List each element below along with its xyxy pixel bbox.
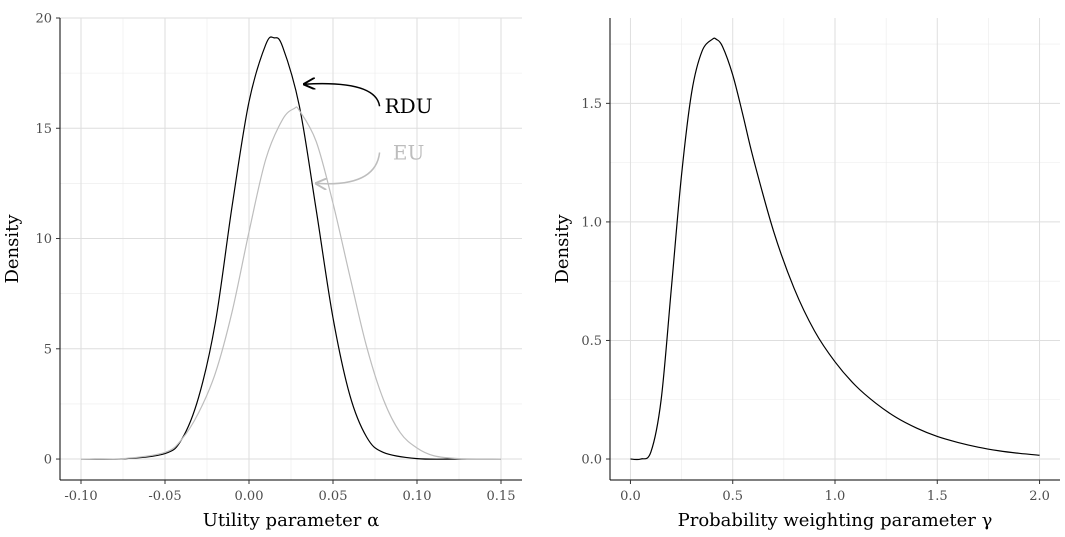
x-tick-label: 0.5: [722, 489, 743, 504]
x-tick-label: 0.0: [620, 489, 641, 504]
annotation-arrow-eu: [316, 152, 381, 184]
x-tick-label: 1.0: [825, 489, 846, 504]
y-axis-title: Density: [552, 214, 573, 284]
y-tick-label: 0.5: [581, 334, 602, 349]
y-tick-label: 5: [44, 342, 52, 357]
x-tick-label: -0.05: [148, 489, 181, 504]
annotation-rdu: RDU: [385, 94, 433, 118]
x-tick-label: 0.05: [319, 489, 348, 504]
annotation-eu: EU: [393, 141, 424, 165]
x-tick-label: 0.00: [235, 489, 264, 504]
x-axis-title: Probability weighting parameter γ: [678, 510, 993, 531]
x-tick-label: 2.0: [1029, 489, 1050, 504]
x-tick-label: 1.5: [927, 489, 948, 504]
x-tick-label: -0.10: [64, 489, 97, 504]
x-tick-label: 0.10: [403, 489, 432, 504]
grid: [610, 18, 1060, 480]
y-axis-title: Density: [2, 214, 23, 284]
y-tick-label: 15: [35, 122, 52, 137]
y-tick-label: 1.0: [581, 215, 602, 230]
series-line-density: [630, 37, 1040, 461]
density-panel-utility: -0.10 -0.05 0.00 0.05 0.10 0.15 0 5 10 15 20 Utilit…: [2, 12, 522, 531]
density-panel-probability-weighting: 0.0 0.5 1.0 1.5 2.0 0.0 0.5 1.0 1.5 Probability w…: [552, 18, 1060, 531]
y-tick-label: 20: [35, 12, 52, 27]
grid: [60, 17, 522, 480]
x-axis-title: Utility parameter α: [203, 510, 379, 531]
x-tick-label: 0.15: [487, 489, 516, 504]
y-tick-label: 10: [35, 232, 52, 247]
annotation-arrow-rdu: [304, 84, 381, 107]
y-tick-label: 0.0: [581, 453, 602, 468]
y-tick-label: 0: [44, 453, 52, 468]
series-line-rdu: [80, 36, 502, 460]
series-line-eu: [80, 106, 502, 460]
y-tick-label: 1.5: [581, 97, 602, 112]
